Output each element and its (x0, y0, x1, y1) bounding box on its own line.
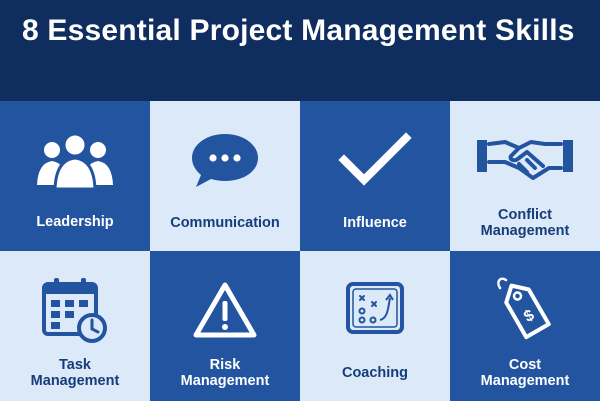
skill-tile-conflict-management: Conflict Management (450, 101, 600, 251)
svg-text:$: $ (521, 307, 537, 326)
skill-label: Risk Management (180, 357, 270, 389)
skill-label: Cost Management (480, 357, 570, 389)
skill-tile-task-management: Task Management (0, 251, 150, 401)
skill-label: Conflict Management (480, 207, 570, 239)
handshake-icon (450, 127, 600, 187)
skill-label: Leadership (36, 214, 114, 230)
people-icon (0, 129, 150, 191)
warning-icon (150, 281, 300, 339)
speech-bubble-icon (150, 129, 300, 191)
skill-label: Communication (170, 215, 280, 231)
skill-tile-coaching: Coaching (300, 251, 450, 401)
playbook-icon (300, 279, 450, 337)
page-title: 8 Essential Project Management Skills (22, 14, 575, 47)
price-tag-icon: $ (450, 273, 600, 345)
skill-label: Influence (343, 215, 407, 231)
header-banner: 8 Essential Project Management Skills (0, 0, 600, 101)
skills-grid: Leadership Communication Influence (0, 101, 600, 401)
skill-tile-leadership: Leadership (0, 101, 150, 251)
skill-label: Task Management (30, 357, 120, 389)
skill-tile-cost-management: $ Cost Management (450, 251, 600, 401)
skill-tile-influence: Influence (300, 101, 450, 251)
skill-label: Coaching (341, 365, 409, 381)
calendar-clock-icon (0, 273, 150, 347)
skill-tile-risk-management: Risk Management (150, 251, 300, 401)
checkmark-icon (300, 129, 450, 191)
skill-tile-communication: Communication (150, 101, 300, 251)
